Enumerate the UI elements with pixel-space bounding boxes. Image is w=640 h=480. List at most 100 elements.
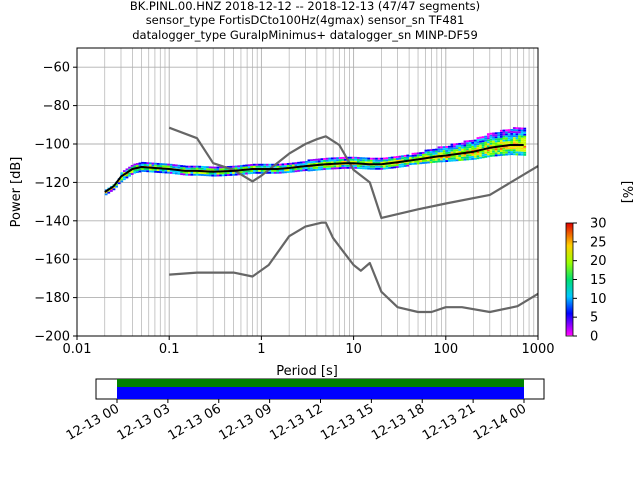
ppsd-bin: [302, 163, 306, 166]
ppsd-bin: [299, 161, 303, 164]
x-axis-label: Period [s]: [276, 364, 338, 379]
ppsd-bin: [497, 136, 501, 139]
ppsd-bin: [148, 168, 152, 171]
ppsd-bin: [289, 162, 293, 165]
ppsd-bin: [315, 166, 319, 169]
ppsd-bin: [453, 145, 456, 148]
ppsd-bin: [408, 163, 412, 166]
ppsd-bin: [310, 161, 313, 164]
ppsd-bin: [460, 150, 464, 153]
ppsd-bin: [505, 131, 508, 134]
ppsd-bin: [502, 135, 506, 138]
ppsd-bin: [408, 155, 412, 157]
ppsd-bin: [317, 166, 321, 169]
ppsd-bin: [401, 159, 404, 162]
ppsd-bin: [453, 155, 456, 158]
ppsd-bin: [419, 160, 423, 163]
ppsd-bin: [385, 167, 389, 170]
ppsd-bin: [403, 158, 407, 161]
ppsd-bin: [239, 165, 243, 167]
ppsd-bin: [356, 156, 360, 159]
ppsd-bin: [494, 142, 498, 145]
ppsd-bin: [395, 156, 399, 158]
ppsd-bin: [307, 169, 311, 172]
ppsd-bin: [148, 170, 152, 173]
ppsd-bin: [486, 153, 490, 156]
ppsd-bin: [151, 164, 155, 167]
ppsd-bin: [125, 174, 129, 177]
ppsd-bin: [299, 167, 303, 170]
ppsd-bin: [416, 156, 420, 159]
ppsd-bin: [307, 161, 311, 164]
ppsd-bin: [492, 148, 495, 151]
ppsd-bin: [323, 157, 326, 160]
ppsd-bin: [375, 167, 378, 170]
ppsd-bin: [473, 145, 477, 148]
ppsd-bin: [494, 132, 498, 135]
ppsd-bin: [190, 165, 194, 168]
ppsd-bin: [330, 167, 334, 170]
ppsd-bin: [510, 147, 514, 150]
timeline-tick-label: 12-13 15: [318, 401, 376, 443]
ppsd-bin: [268, 169, 272, 172]
ppsd-bin: [247, 164, 251, 167]
ppsd-bin: [382, 161, 386, 164]
ppsd-bin: [447, 147, 451, 150]
ppsd-bin: [367, 159, 371, 162]
ppsd-bin: [159, 165, 163, 168]
ppsd-bin: [440, 146, 443, 149]
ppsd-bin: [414, 156, 417, 159]
ppsd-bin: [278, 165, 282, 168]
ppsd-bin: [484, 139, 488, 142]
ppsd-bin: [512, 129, 516, 132]
ppsd-bin: [364, 157, 368, 160]
ppsd-bin: [442, 156, 446, 159]
ppsd-bin: [442, 150, 446, 153]
ppsd-bin: [323, 160, 326, 162]
y-tick-label: −100: [34, 138, 70, 153]
ppsd-bin: [245, 164, 248, 167]
ppsd-bin: [146, 162, 150, 165]
ppsd-bin: [453, 147, 456, 150]
ppsd-bin: [499, 131, 503, 134]
ppsd-bin: [450, 151, 454, 154]
ppsd-bin: [255, 165, 259, 168]
ppsd-bin: [289, 170, 293, 173]
ppsd-bin: [382, 157, 386, 160]
ppsd-bin: [523, 139, 527, 142]
ppsd-bin: [424, 153, 428, 156]
ppsd-bin: [486, 141, 490, 144]
ppsd-bin: [343, 164, 347, 167]
ppsd-bin: [307, 163, 311, 166]
ppsd-bin: [177, 164, 181, 167]
ppsd-bin: [265, 163, 269, 166]
ppsd-bin: [195, 167, 199, 170]
ppsd-bin: [297, 167, 300, 170]
ppsd-bin: [382, 165, 386, 168]
ppsd-bin: [476, 139, 480, 142]
ppsd-bin: [518, 127, 521, 130]
ppsd-bin: [380, 165, 384, 168]
ppsd-bin: [382, 167, 386, 170]
ppsd-bin: [442, 160, 446, 163]
ppsd-bin: [133, 169, 137, 172]
ppsd-bin: [362, 165, 365, 168]
ppsd-bin: [466, 146, 469, 149]
ppsd-bin: [494, 140, 498, 143]
ppsd-bin: [507, 137, 511, 140]
ppsd-bin: [325, 159, 329, 162]
chart-title: BK.PINL.00.HNZ 2018-12-12 -- 2018-12-13 …: [130, 0, 480, 42]
ppsd-bin: [146, 168, 150, 171]
ppsd-bin: [476, 151, 480, 154]
ppsd-bin: [187, 167, 191, 170]
ppsd-bin: [458, 157, 462, 159]
ppsd-bin: [297, 161, 300, 164]
ppsd-bin: [429, 161, 433, 164]
ppsd-bin: [180, 165, 183, 167]
ppsd-bin: [520, 147, 524, 150]
ppsd-bin: [419, 162, 423, 165]
ppsd-bin: [289, 168, 293, 171]
ppsd-bin: [294, 170, 298, 173]
ppsd-bin: [122, 172, 126, 175]
ppsd-bin: [250, 172, 254, 174]
